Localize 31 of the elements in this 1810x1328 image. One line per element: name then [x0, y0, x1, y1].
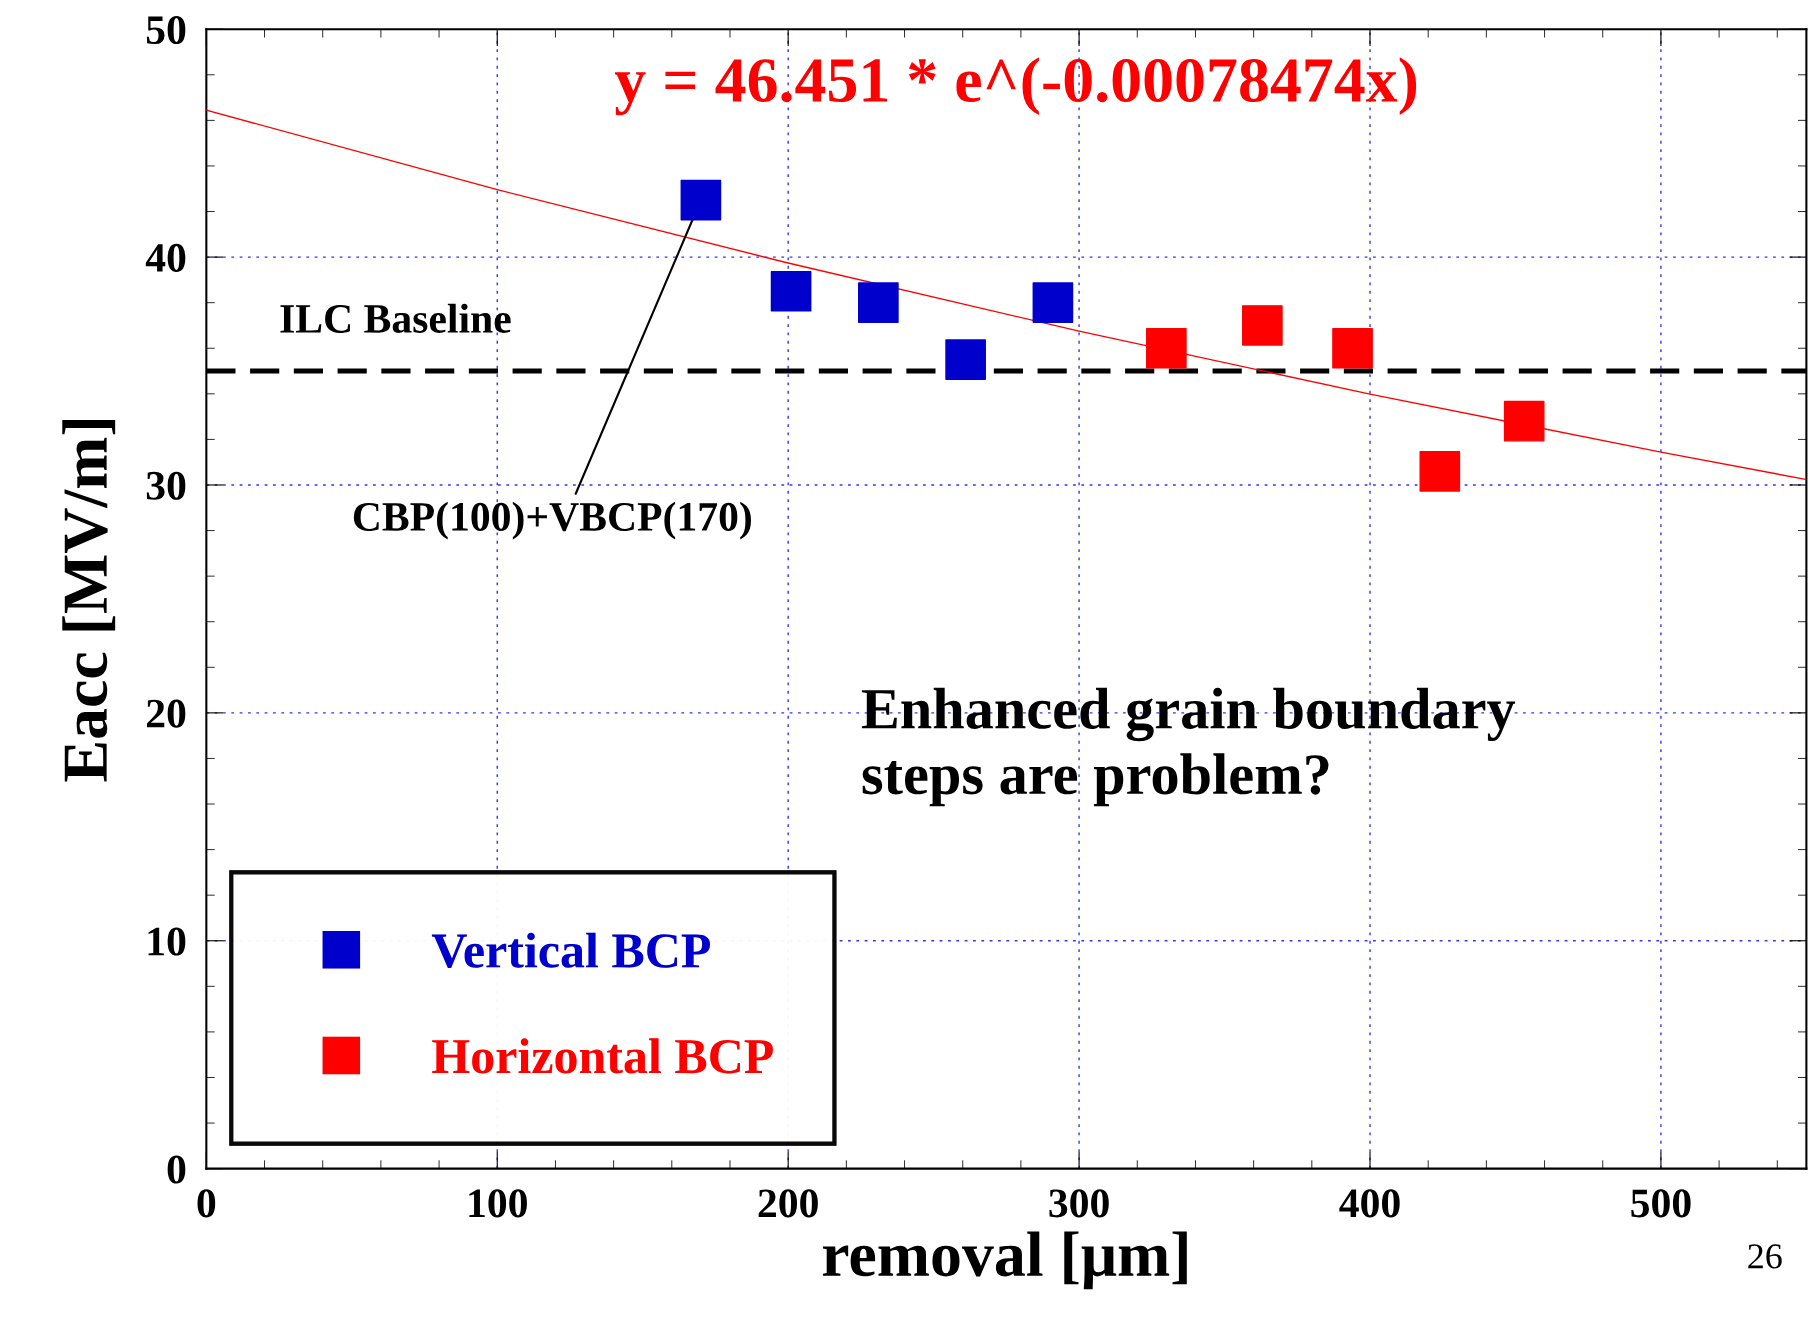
x-tick-label: 200: [758, 1189, 818, 1218]
point: [1146, 327, 1187, 369]
x-tick-label: 500: [1631, 1189, 1691, 1218]
y-axis-title: Eacc [MV/m]: [62, 420, 116, 782]
y-tick-label: 50: [146, 15, 186, 45]
point: [770, 270, 812, 312]
point: [1503, 400, 1545, 442]
annotation: Enhanced grain boundary steps are problem?: [861, 687, 1516, 807]
y-tick-label: 30: [146, 471, 186, 500]
point: [1419, 450, 1461, 492]
point: [1242, 305, 1283, 346]
legend-label: Vertical BCP: [431, 932, 710, 969]
point: [1332, 327, 1373, 369]
x-tick-label: 400: [1339, 1189, 1400, 1218]
y-tick-label: 0: [167, 1155, 186, 1184]
legend-label: Horizontal BCP: [432, 1038, 773, 1074]
series-label: y = 46.451 * e^(-0.00078474x): [614, 57, 1417, 116]
point: [1032, 282, 1074, 324]
y-tick-label: 10: [148, 927, 186, 956]
text: 26: [1748, 1244, 1782, 1269]
y-tick-label: 40: [145, 243, 186, 272]
x-tick-label: 300: [1049, 1189, 1109, 1218]
y-tick-label: 20: [146, 699, 186, 728]
annotation: CBP(100)+VBCP(170): [353, 501, 751, 540]
point: [680, 179, 722, 221]
x-tick-label: 0: [197, 1189, 216, 1218]
x-axis-title: removal [μm]: [822, 1231, 1187, 1290]
x-tick-label: 100: [469, 1189, 527, 1218]
point: [858, 282, 899, 324]
ref-line-label: ILC Baseline: [280, 303, 511, 333]
point: [945, 339, 986, 380]
